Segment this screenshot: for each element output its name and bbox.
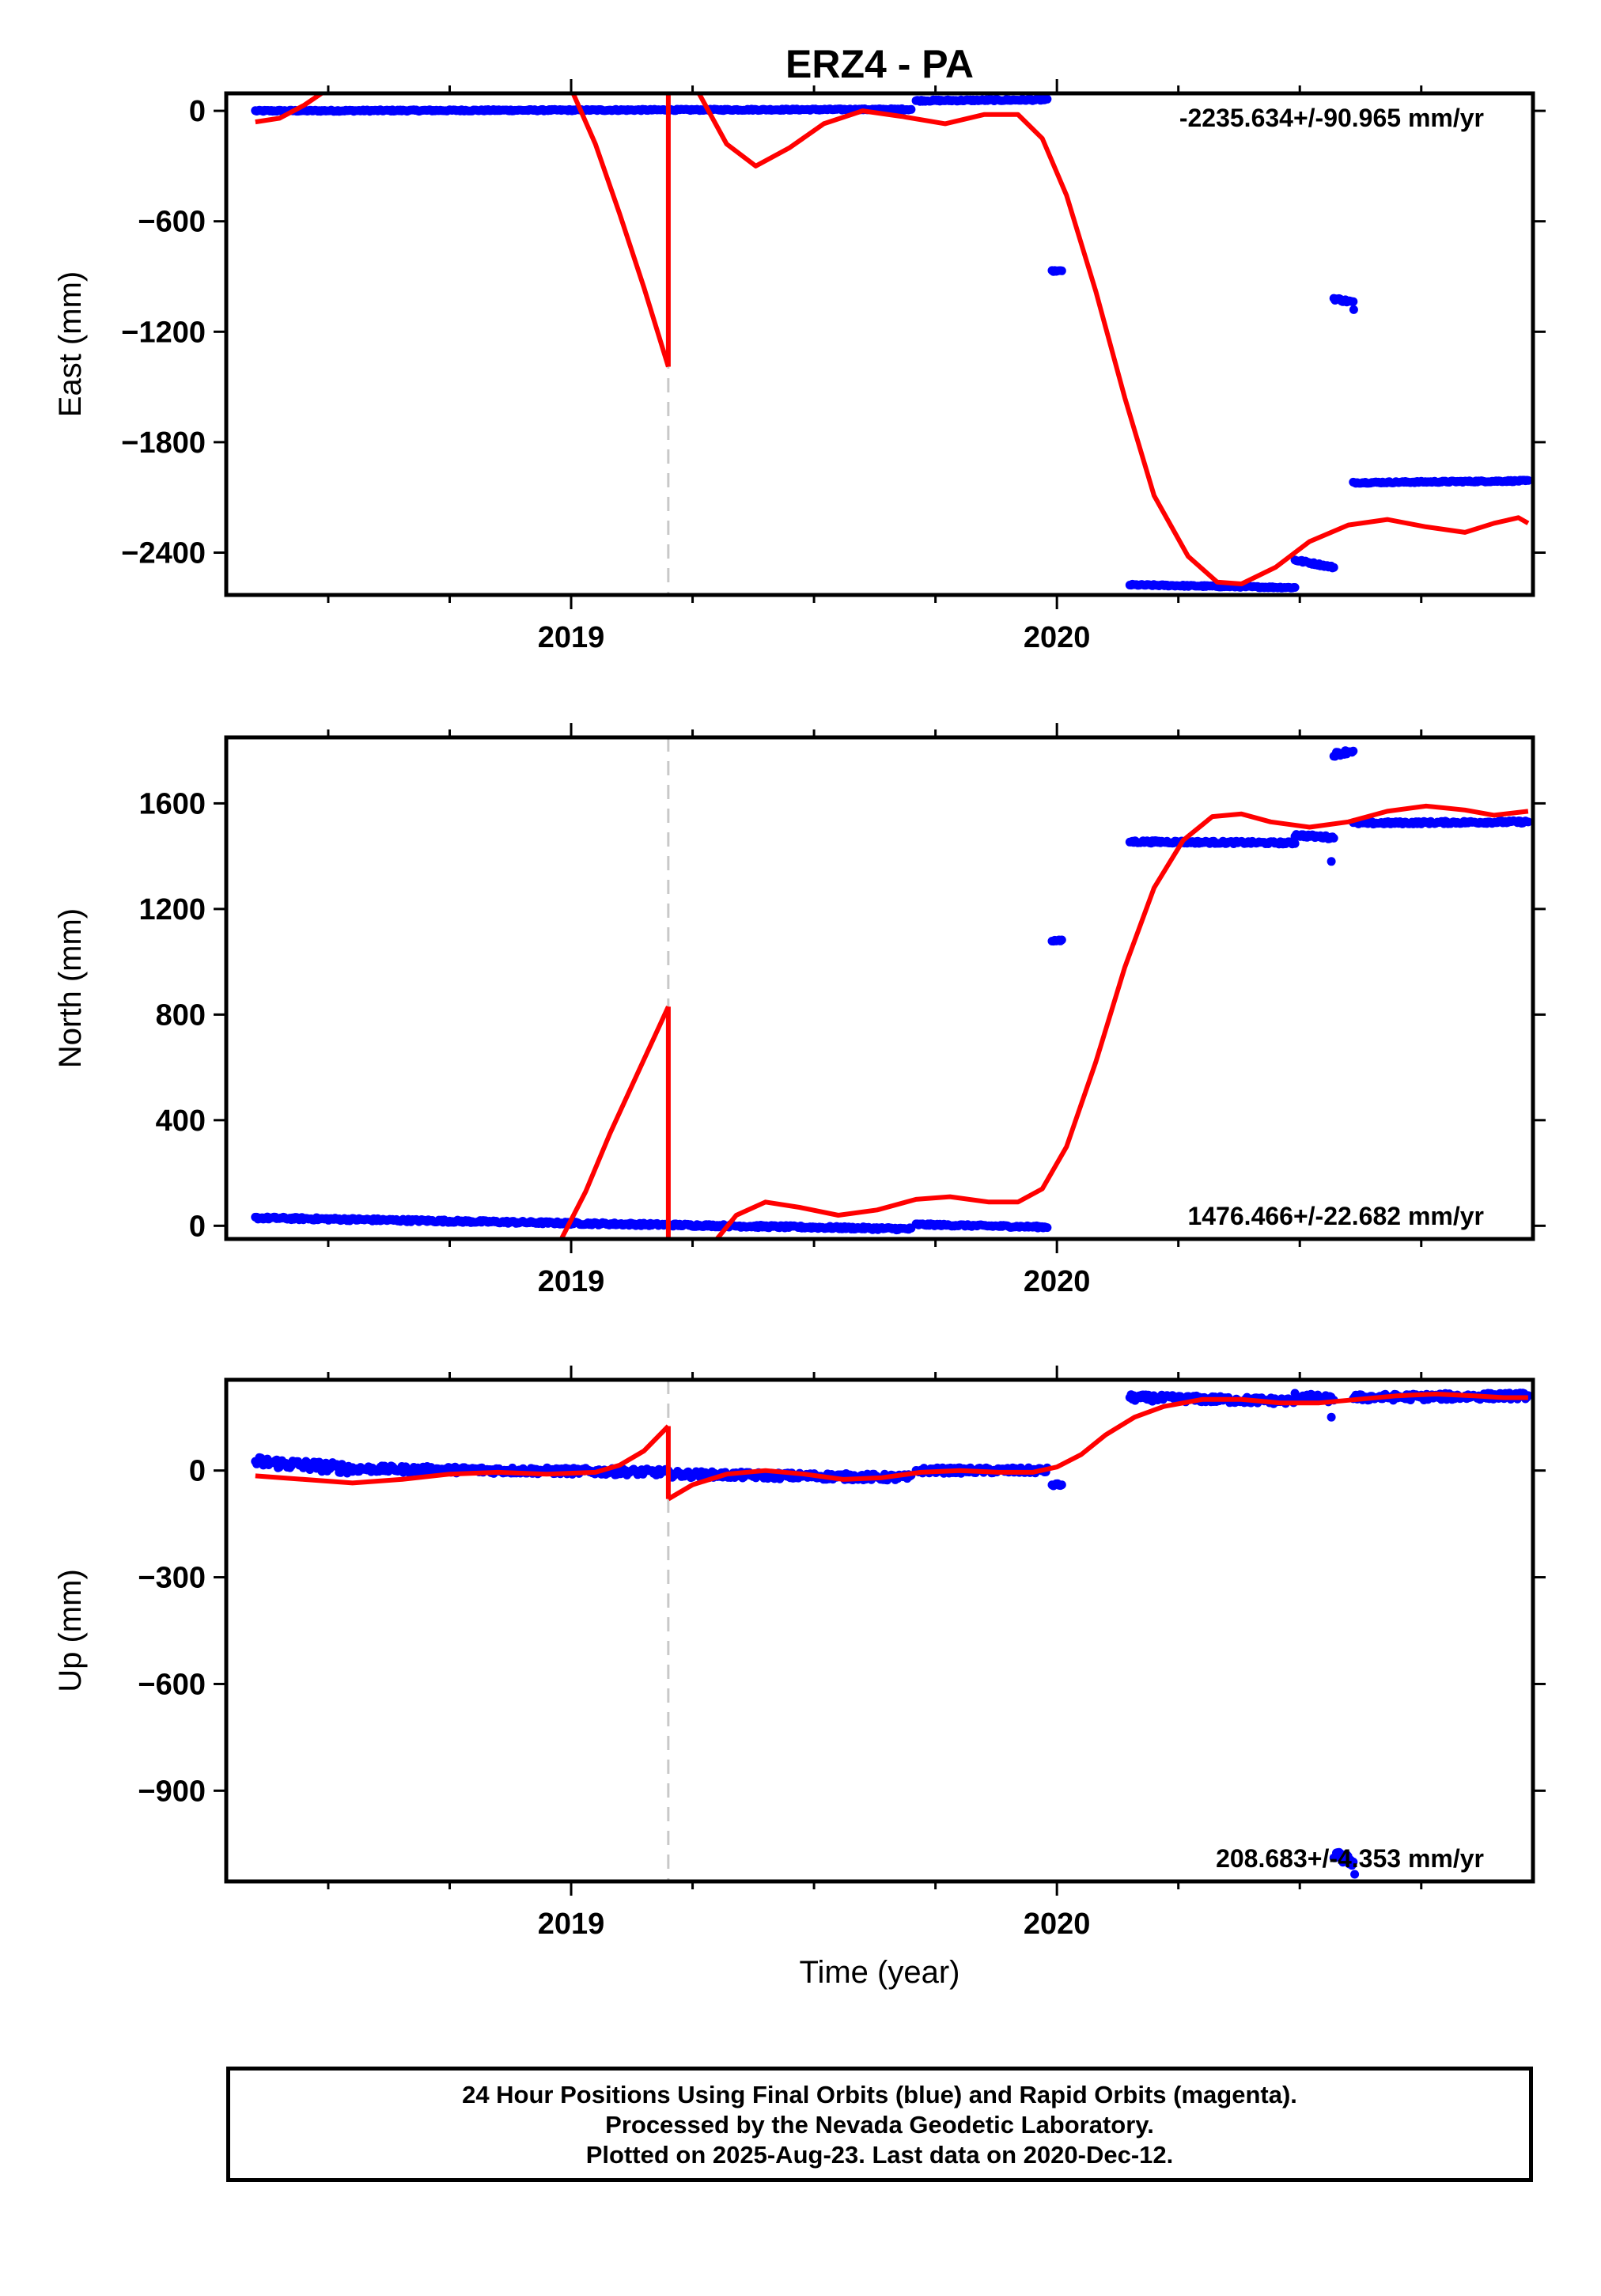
model-curve — [570, 93, 671, 368]
caption-line: 24 Hour Positions Using Final Orbits (bl… — [462, 2081, 1297, 2108]
final-orbit-series — [251, 746, 1533, 1235]
y-tick-label: 0 — [189, 1455, 206, 1488]
east-rate-label: -2235.634+/-90.965 mm/yr — [1179, 104, 1484, 132]
caption-line: Plotted on 2025-Aug-23. Last data on 202… — [585, 2141, 1174, 2169]
final-orbit-series — [251, 1389, 1533, 1879]
y-tick-label: 1600 — [138, 787, 206, 820]
y-tick-label: 1200 — [138, 893, 206, 926]
east-axis-label: East (mm) — [53, 271, 88, 417]
plot-frame — [224, 1377, 1535, 1884]
up-panel: 0 −300 −600 −900 2019 2020 Up (mm) 208.683+/-4.… — [53, 1366, 1546, 1941]
outlier-point — [1327, 857, 1336, 866]
north-rate-label: 1476.466+/-22.682 mm/yr — [1187, 1202, 1484, 1230]
y-tick-label: −600 — [138, 1668, 206, 1701]
plot-area — [251, 746, 1533, 1239]
model-curve — [696, 93, 1530, 586]
y-tick-label: −600 — [138, 206, 206, 239]
data-point — [1290, 839, 1300, 848]
data-point — [1043, 1223, 1052, 1233]
data-point — [1349, 297, 1358, 306]
outlier-point — [1327, 1412, 1336, 1422]
y-tick-label: 400 — [156, 1104, 206, 1138]
plot-area — [251, 93, 1533, 593]
x-tick-label: 2020 — [1024, 1265, 1091, 1298]
chart-title: ERZ4 - PA — [785, 42, 974, 86]
data-point — [1057, 1480, 1066, 1490]
x-axis-label: Time (year) — [800, 1955, 960, 1990]
north-axis-label: North (mm) — [53, 908, 88, 1068]
y-tick-label: 0 — [189, 1210, 206, 1243]
y-tick-label: −300 — [138, 1562, 206, 1595]
y-tick-label: −2400 — [121, 536, 206, 570]
data-point — [1057, 266, 1066, 275]
model-curve — [559, 1006, 671, 1239]
plot-frame — [224, 735, 1535, 1241]
east-panel: 0 −600 −1200 −1800 −2400 2019 2020 East (mm) -22… — [53, 79, 1546, 654]
data-point — [1329, 563, 1338, 572]
final-orbit-series — [251, 94, 1533, 593]
data-point — [1057, 935, 1066, 945]
up-rate-label: 208.683+/-4.353 mm/yr — [1216, 1844, 1484, 1873]
data-point — [1290, 583, 1300, 592]
data-point — [906, 104, 916, 114]
y-tick-label: −1800 — [121, 426, 206, 460]
caption-line: Processed by the Nevada Geodetic Laborat… — [605, 2111, 1154, 2139]
x-tick-label: 2020 — [1024, 621, 1091, 654]
outlier-point — [1350, 1870, 1360, 1879]
model-curve — [255, 1424, 671, 1486]
data-point — [1349, 746, 1358, 756]
model-curve — [714, 803, 1529, 1239]
plot-area — [251, 1389, 1533, 1879]
y-tick-label: −900 — [138, 1775, 206, 1808]
y-tick-label: −1200 — [121, 316, 206, 349]
x-tick-label: 2019 — [538, 1265, 605, 1298]
caption-box: 24 Hour Positions Using Final Orbits (bl… — [226, 2067, 1533, 2182]
x-tick-label: 2019 — [538, 1908, 605, 1941]
x-tick-label: 2019 — [538, 621, 605, 654]
x-tick-label: 2020 — [1024, 1908, 1091, 1941]
model-curve — [667, 1392, 1528, 1502]
up-axis-label: Up (mm) — [53, 1569, 88, 1692]
data-point — [1043, 94, 1052, 104]
y-tick-label: 800 — [156, 998, 206, 1032]
data-point — [1523, 475, 1533, 485]
plot-frame — [224, 91, 1535, 597]
data-point — [1523, 817, 1533, 827]
y-tick-label: 0 — [189, 95, 206, 128]
data-point — [1349, 1857, 1358, 1866]
data-point — [1329, 833, 1338, 843]
model-curve — [255, 93, 326, 125]
outlier-point — [1349, 305, 1358, 314]
north-panel: 0 400 800 1200 1600 2019 2020 North (mm) 1476.46… — [53, 723, 1546, 1298]
